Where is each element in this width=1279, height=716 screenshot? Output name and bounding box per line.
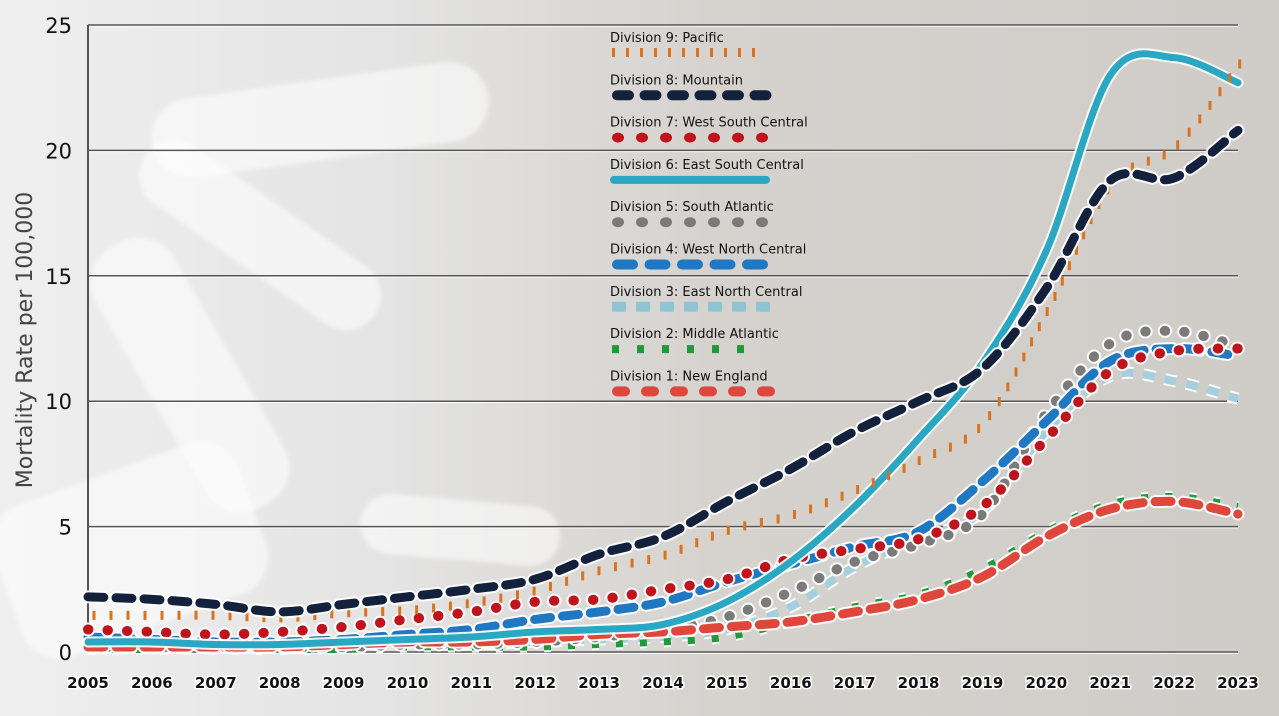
x-axis-ticks: 2005 2006 2007 2008 2009 2010 2011 2012 2013 2014… <box>66 673 1261 694</box>
series-line-3 <box>83 343 1243 640</box>
legend-swatch-5 <box>612 217 768 228</box>
x-tick-label: 2015 <box>706 674 748 692</box>
x-tick-label: 2008 <box>259 674 301 692</box>
x-tick-label: 2006 <box>131 674 173 692</box>
y-tick-label: 0 <box>59 641 72 665</box>
legend-label: Division 5: South Atlantic <box>610 200 774 215</box>
legend-label: Division 2: Middle Atlantic <box>610 327 779 342</box>
legend-label: Division 3: East North Central <box>610 285 802 300</box>
legend-label: Division 9: Pacific <box>610 31 724 46</box>
y-tick-label: 20 <box>45 139 72 163</box>
x-tick-label: 2009 <box>323 674 365 692</box>
series-lines <box>81 48 1245 656</box>
y-axis-ticks: 0 5 10 15 20 25 <box>45 14 72 665</box>
legend: Division 9: Pacific Division 8: Mountain D… <box>610 31 808 397</box>
legend-label: Division 7: West South Central <box>610 116 808 131</box>
legend-swatch-9 <box>612 386 775 397</box>
x-tick-label: 2014 <box>642 674 684 692</box>
x-tick-label: 2018 <box>898 674 940 692</box>
legend-swatch-6 <box>612 259 768 270</box>
x-tick-label: 2022 <box>1153 674 1195 692</box>
legend-swatch-1 <box>612 48 755 57</box>
legend-swatch-3 <box>612 132 768 143</box>
x-tick-label: 2017 <box>834 674 876 692</box>
y-tick-label: 10 <box>45 390 72 414</box>
legend-swatch-2 <box>612 90 772 101</box>
x-tick-label: 2016 <box>770 674 812 692</box>
legend-label: Division 4: West North Central <box>610 243 806 258</box>
y-tick-label: 5 <box>59 516 72 540</box>
legend-swatch-7 <box>612 301 770 312</box>
y-tick-label: 25 <box>45 14 72 38</box>
legend-label: Division 1: New England <box>610 369 768 384</box>
x-tick-label: 2021 <box>1089 674 1131 692</box>
series-line-4 <box>84 50 1242 649</box>
x-tick-label: 2007 <box>195 674 237 692</box>
x-tick-label: 2020 <box>1025 674 1067 692</box>
y-axis-label: Mortality Rate per 100,000 <box>13 192 38 488</box>
x-tick-label: 2013 <box>578 674 620 692</box>
y-tick-label: 15 <box>45 265 72 289</box>
x-tick-label: 2010 <box>387 674 429 692</box>
legend-swatch-8 <box>612 345 744 354</box>
x-tick-label: 2019 <box>962 674 1004 692</box>
series-line-2 <box>83 125 1243 617</box>
legend-label: Division 6: East South Central <box>610 158 804 173</box>
legend-label: Division 8: Mountain <box>610 73 743 88</box>
x-tick-label: 2012 <box>514 674 556 692</box>
x-tick-label: 2011 <box>450 674 492 692</box>
x-tick-label: 2023 <box>1217 674 1259 692</box>
x-tick-label: 2005 <box>67 674 109 692</box>
